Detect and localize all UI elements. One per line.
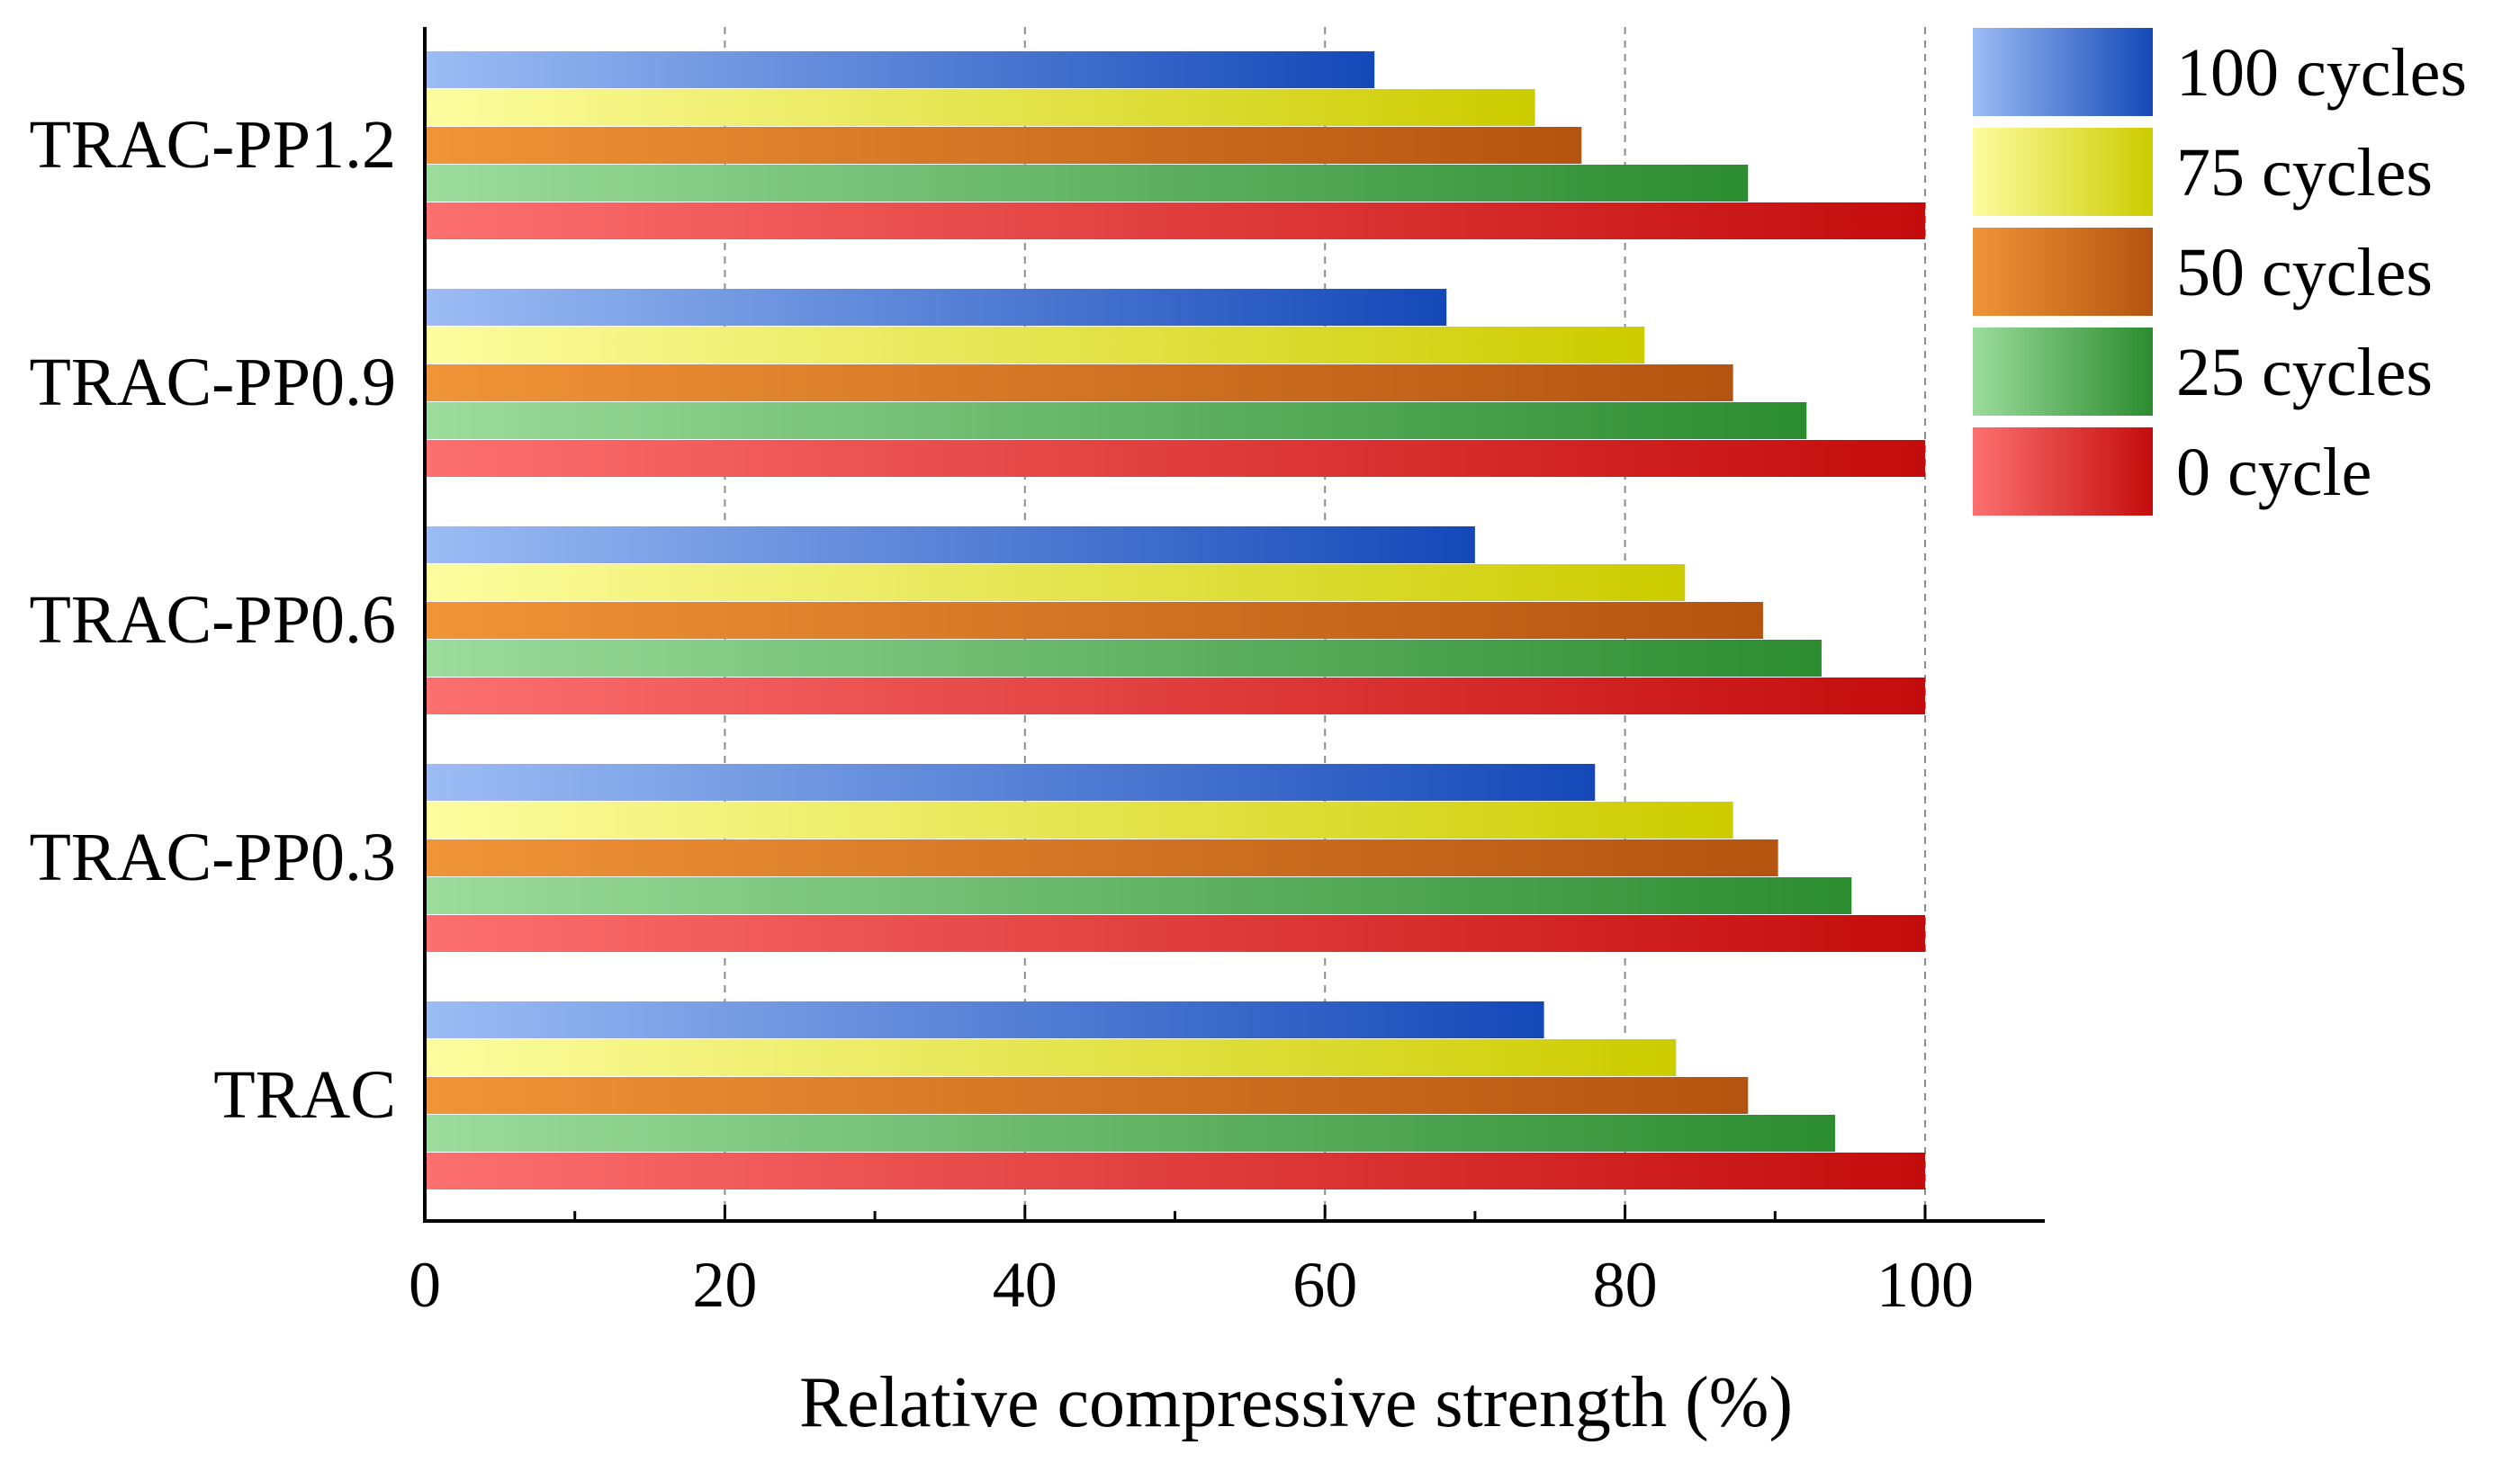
bar-trac-pp1-2-25-cycles [425,165,1749,202]
bar-trac-pp0-3-0-cycle [425,915,1925,952]
x-tick-label: 40 [993,1249,1058,1321]
bar-trac-pp0-9-100-cycles [425,289,1447,326]
bar-trac-pp0-6-100-cycles [425,526,1475,563]
legend-label: 75 cycles [2176,135,2433,211]
bar-trac-pp0-6-50-cycles [425,602,1763,639]
bar-trac-pp1-2-75-cycles [425,89,1535,126]
x-tick-label: 80 [1593,1249,1658,1321]
tick-labels: 0 20 40 60 80 100 [409,1249,1974,1321]
bar-trac-pp0-6-75-cycles [425,564,1686,601]
category-label: TRAC [213,1057,396,1133]
legend: 100 cycles 75 cycles 50 cycles 25 cycles 0 c… [1973,28,2467,516]
x-axis-title: Relative compressive strength (%) [799,1363,1793,1442]
legend-swatch [1973,228,2153,316]
axes [423,27,2045,1223]
bar-trac-75-cycles [425,1039,1677,1076]
category-label: TRAC-PP1.2 [29,107,396,183]
bar-trac-100-cycles [425,1001,1544,1038]
legend-swatch [1973,427,2153,516]
bar-trac-pp0-6-0-cycle [425,678,1925,714]
legend-label: 50 cycles [2176,235,2433,310]
bar-trac-pp0-9-50-cycles [425,364,1733,401]
legend-swatch [1973,28,2153,116]
bar-trac-pp0-9-0-cycle [425,440,1925,477]
category-labels: TRAC-PP1.2 TRAC-PP0.9 TRAC-PP0.6 TRAC-PP0.3… [29,107,396,1133]
bar-trac-pp0-3-75-cycles [425,802,1733,839]
bar-trac-25-cycles [425,1115,1835,1152]
bar-trac-pp0-9-75-cycles [425,327,1645,364]
legend-label: 100 cycles [2176,35,2467,111]
bar-trac-pp1-2-50-cycles [425,127,1582,164]
legend-swatch [1973,328,2153,416]
bar-trac-pp0-6-25-cycles [425,640,1822,677]
bar-trac-0-cycle [425,1153,1925,1189]
bar-trac-pp1-2-0-cycle [425,202,1925,239]
bar-trac-pp0-9-25-cycles [425,402,1807,439]
x-tick-label: 60 [1292,1249,1357,1321]
category-label: TRAC-PP0.6 [29,582,396,658]
bar-trac-pp1-2-100-cycles [425,51,1375,88]
x-tick-label: 100 [1876,1249,1974,1321]
x-tick-label: 0 [409,1249,441,1321]
bars [425,51,1925,1189]
bar-trac-pp0-3-100-cycles [425,764,1596,801]
legend-label: 0 cycle [2176,435,2372,510]
x-tick-label: 20 [692,1249,757,1321]
legend-swatch [1973,128,2153,216]
bar-trac-pp0-3-50-cycles [425,839,1778,876]
category-label: TRAC-PP0.3 [29,820,396,895]
category-label: TRAC-PP0.9 [29,345,396,420]
bar-trac-pp0-3-25-cycles [425,877,1852,914]
legend-label: 25 cycles [2176,335,2433,410]
bar-trac-50-cycles [425,1077,1749,1114]
